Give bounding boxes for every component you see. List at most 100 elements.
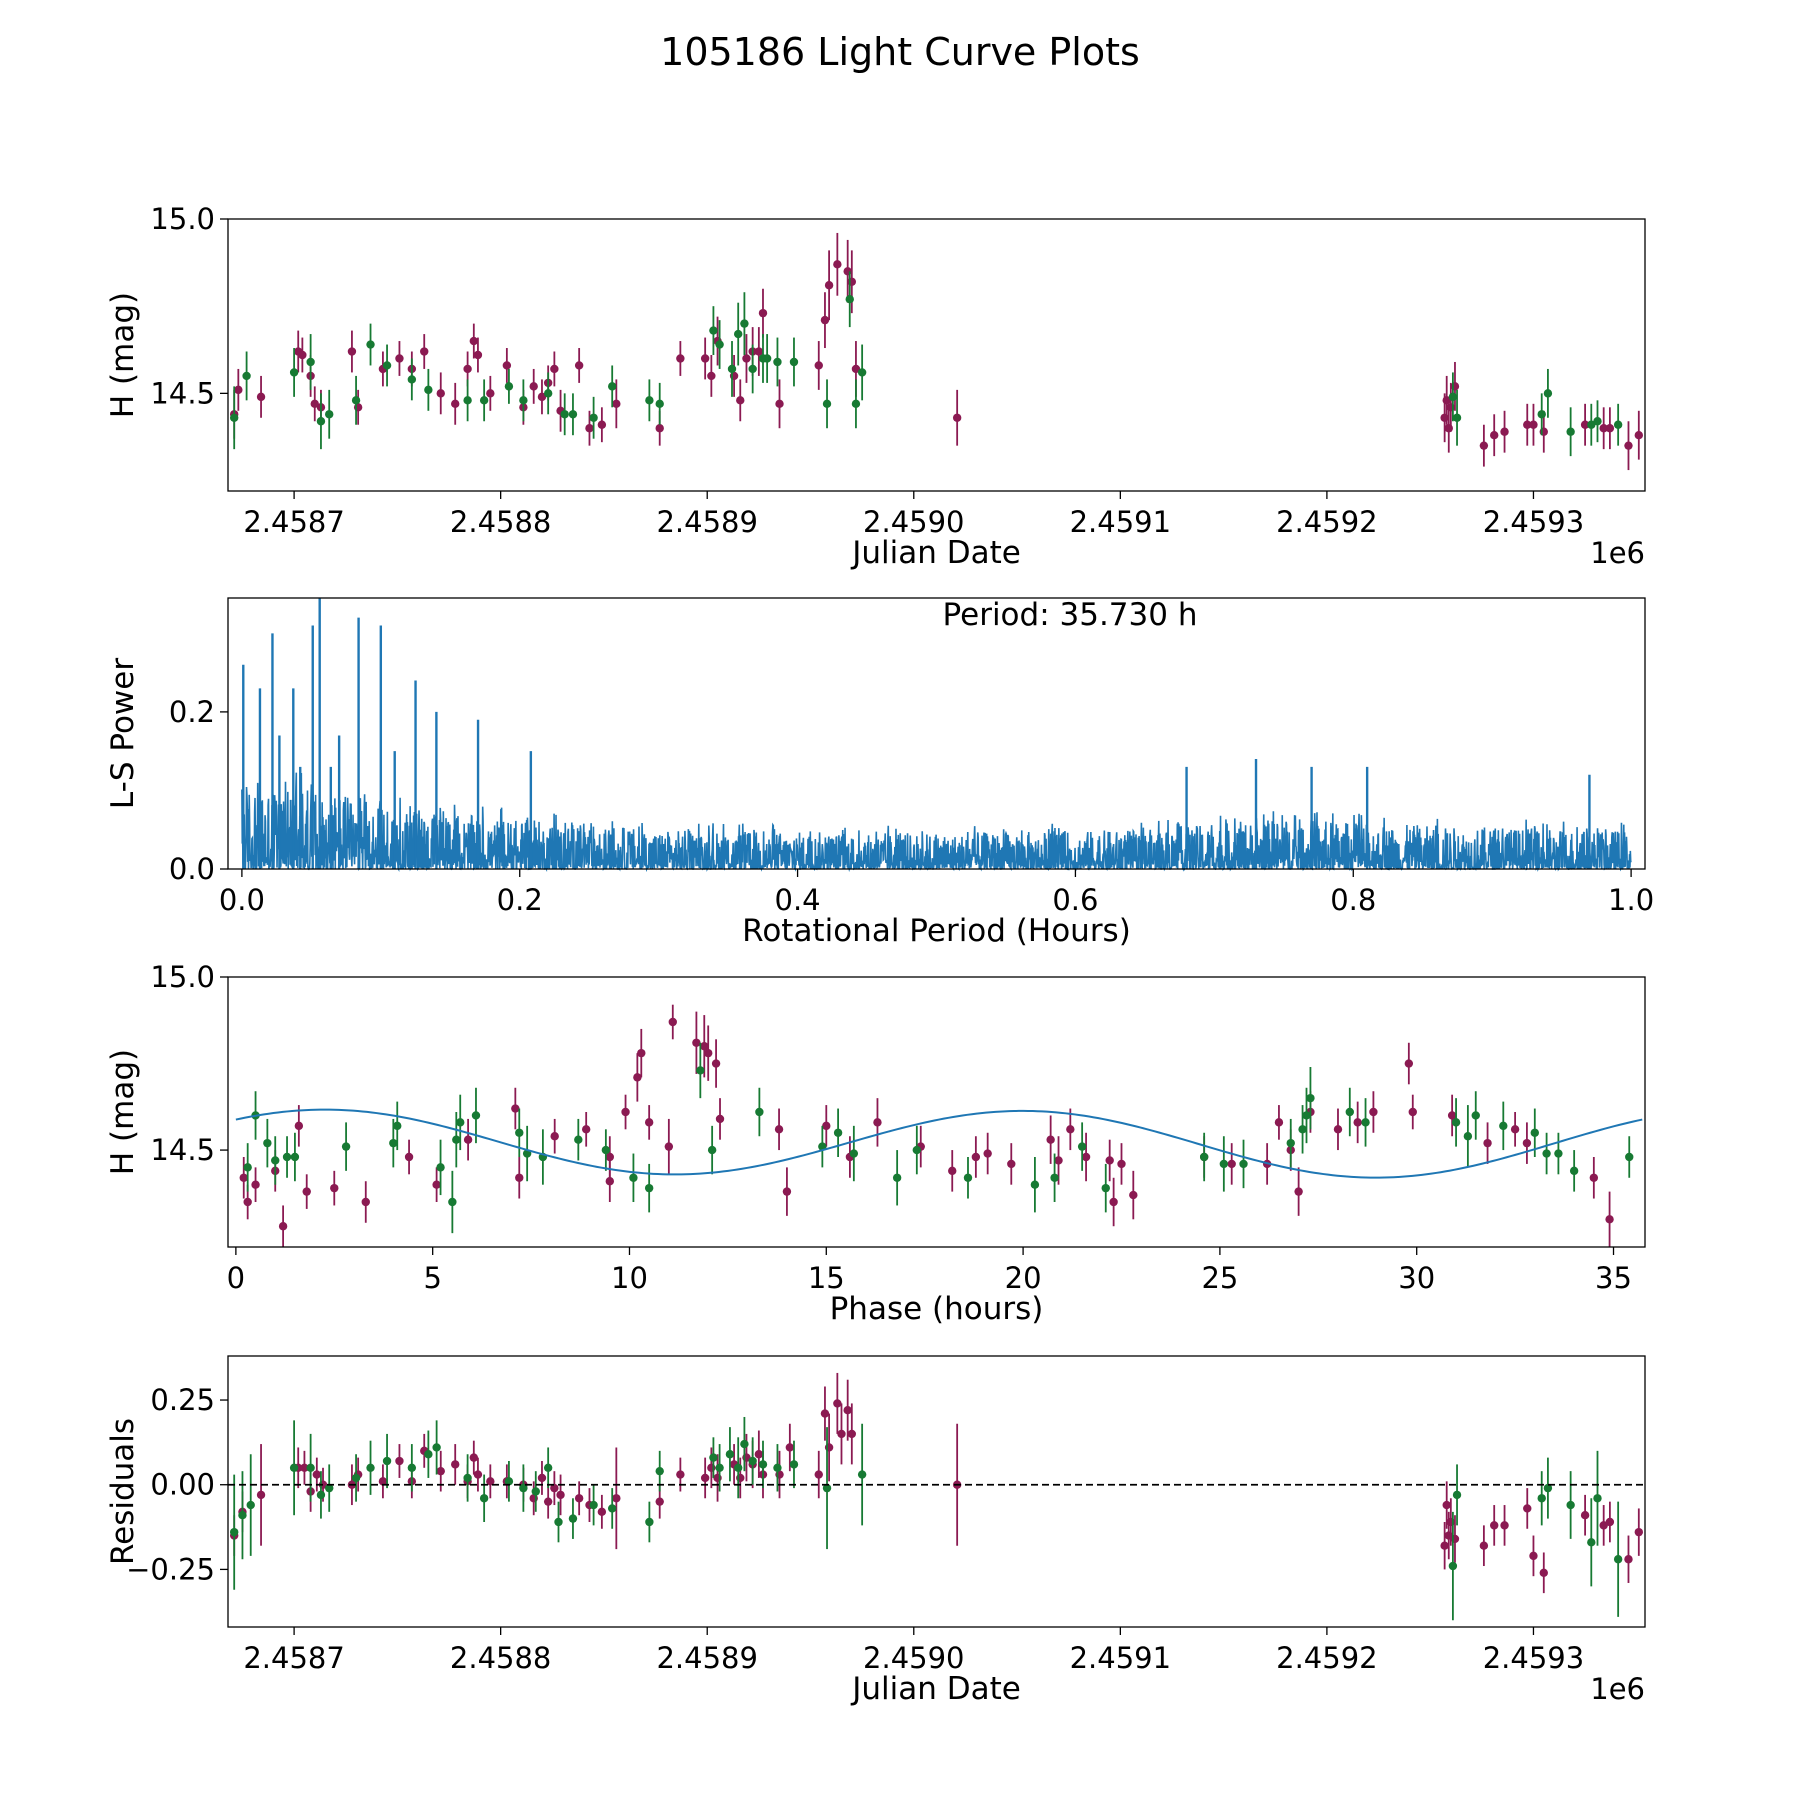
data-point — [700, 1042, 709, 1051]
data-point — [504, 1477, 514, 1486]
x-tick-label: 5 — [423, 1261, 441, 1295]
data-point — [754, 347, 764, 356]
data-point — [725, 1450, 735, 1459]
x-tick-label: 2.4592 — [1276, 505, 1377, 539]
data-point — [597, 1507, 607, 1517]
data-point — [351, 396, 361, 405]
data-point — [857, 1470, 867, 1479]
data-point — [537, 392, 547, 402]
data-point — [709, 1453, 718, 1462]
data-point — [782, 1187, 792, 1196]
data-point — [655, 399, 664, 409]
data-point — [1463, 1132, 1473, 1141]
y-tick-label: 0.2 — [169, 695, 215, 729]
chart-light-curve: 2.4587 2.4588 2.4589 2.4590 2.4591 2.4592 2.45… — [105, 202, 1646, 571]
data-point — [389, 1138, 398, 1148]
data-point — [608, 1504, 617, 1513]
data-point — [1404, 1059, 1414, 1068]
x-axis-label: Julian Date — [850, 1671, 1021, 1707]
chart-panels: 2.4587 2.4588 2.4589 2.4590 2.4591 2.4592 2.45… — [105, 202, 1654, 1707]
data-point — [1537, 410, 1546, 419]
data-point — [382, 1456, 392, 1466]
data-point — [282, 1152, 292, 1162]
data-point — [316, 1490, 326, 1500]
x-offset-label: 1e6 — [1590, 536, 1645, 570]
data-point — [271, 1156, 280, 1165]
data-point — [486, 1477, 495, 1486]
data-point — [1605, 1215, 1614, 1224]
data-point — [1605, 424, 1615, 433]
data-point — [843, 1406, 852, 1415]
data-point — [341, 1142, 351, 1151]
data-point — [1046, 1135, 1055, 1144]
data-point — [742, 354, 751, 363]
data-point — [1530, 1128, 1539, 1137]
data-point — [511, 1104, 520, 1113]
data-point — [251, 1180, 260, 1189]
y-axis-label: L-S Power — [105, 658, 141, 809]
data-point — [1523, 420, 1532, 429]
data-point — [1030, 1180, 1040, 1189]
data-point — [519, 1483, 528, 1493]
data-point — [644, 1183, 654, 1193]
data-point — [948, 1166, 957, 1176]
data-point — [1593, 417, 1602, 426]
x-tick-label: 2.4587 — [243, 505, 344, 539]
data-point — [644, 1118, 654, 1127]
data-point — [637, 1048, 646, 1058]
y-tick-label: 15.0 — [150, 960, 215, 994]
data-point — [597, 420, 607, 429]
data-point — [1105, 1156, 1114, 1165]
data-point — [298, 350, 307, 360]
x-tick-label: 2.4587 — [243, 1641, 344, 1675]
data-point — [1599, 1521, 1608, 1530]
y-tick-label: 0.00 — [150, 1468, 215, 1502]
data-point — [1101, 1183, 1110, 1193]
data-point — [608, 382, 617, 391]
data-point — [515, 1128, 524, 1137]
data-point — [1227, 1159, 1236, 1169]
data-point — [851, 364, 861, 374]
data-point — [1529, 1551, 1538, 1561]
data-point — [700, 354, 710, 363]
data-point — [1109, 1197, 1118, 1207]
data-point — [736, 396, 745, 405]
plot-frame — [227, 597, 1646, 870]
data-point — [1483, 1138, 1492, 1148]
x-tick-label: 0.0 — [219, 883, 265, 917]
data-point — [486, 389, 495, 398]
data-point — [1634, 431, 1644, 440]
data-point — [330, 1183, 339, 1193]
x-tick-label: 2.4593 — [1483, 1641, 1584, 1675]
data-point — [537, 1473, 547, 1483]
data-point — [1490, 1521, 1499, 1530]
data-point — [589, 1500, 598, 1510]
data-point — [645, 1517, 654, 1527]
data-point — [1554, 1149, 1563, 1158]
data-point — [404, 1152, 414, 1162]
data-point — [432, 1443, 441, 1452]
series-band-a — [239, 1004, 1614, 1247]
period-annotation: Period: 35.730 h — [943, 597, 1198, 633]
data-point — [1274, 1118, 1284, 1127]
data-point — [1302, 1111, 1311, 1120]
series-band-b — [229, 271, 1623, 457]
plot-frame — [227, 218, 1646, 492]
data-point — [306, 1463, 315, 1472]
x-tick-label: 0 — [227, 1261, 245, 1295]
data-point — [1613, 420, 1623, 429]
data-point — [734, 1463, 743, 1472]
data-point — [727, 364, 737, 374]
data-point — [1500, 1521, 1509, 1530]
data-point — [436, 1466, 445, 1476]
data-point — [1448, 392, 1458, 402]
data-point — [847, 1429, 857, 1439]
data-point — [473, 1470, 483, 1479]
data-point — [676, 354, 685, 363]
data-point — [612, 399, 621, 409]
data-point — [407, 375, 417, 384]
data-point — [963, 1173, 973, 1182]
x-tick-label: 2.4588 — [450, 505, 551, 539]
data-point — [1442, 396, 1451, 405]
